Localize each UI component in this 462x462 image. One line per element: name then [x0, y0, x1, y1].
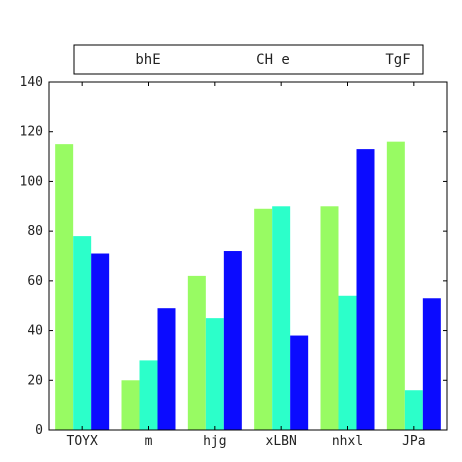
- x-axis: TOYX m hjg xLBN nhxl JPa: [67, 82, 426, 449]
- x-tick-label: hjg: [203, 434, 226, 449]
- x-tick-label: m: [145, 434, 153, 449]
- bar-TgF-TOYX: [91, 253, 110, 430]
- bar-CH-e-hjg: [205, 318, 224, 430]
- y-tick-label: 140: [20, 75, 43, 90]
- legend-box: [73, 44, 424, 75]
- x-tick-label: nhxl: [332, 434, 363, 449]
- bar-TgF-xLBN: [290, 335, 309, 430]
- legend-label-bhE: bhE: [135, 52, 160, 68]
- x-tick-label: TOYX: [67, 434, 98, 449]
- bar-TgF-m: [157, 308, 176, 430]
- y-tick-label: 100: [20, 174, 43, 189]
- legend: bhE CH e TgF: [73, 44, 424, 75]
- y-axis: 0 20 40 60 80 100 120 140: [20, 75, 447, 438]
- bar-TgF-hjg: [223, 251, 242, 430]
- legend-label-CH-e: CH e: [256, 52, 290, 68]
- bar-TgF-nhxl: [356, 149, 375, 430]
- y-tick-label: 20: [27, 373, 43, 388]
- x-tick-label: xLBN: [266, 434, 297, 449]
- bar-CH-e-m: [139, 360, 158, 430]
- y-tick-label: 40: [27, 324, 43, 339]
- bar-CH-e-TOYX: [73, 236, 92, 430]
- bar-bhE-xLBN: [254, 208, 273, 430]
- y-tick-label: 80: [27, 224, 43, 239]
- bar-TgF-JPa: [422, 298, 441, 430]
- y-tick-label: 0: [35, 423, 43, 438]
- y-tick-label: 60: [27, 274, 43, 289]
- x-tick-label: JPa: [402, 434, 425, 449]
- bar-bhE-hjg: [187, 275, 206, 430]
- plot-frame: [48, 81, 448, 431]
- bar-bhE-JPa: [386, 141, 405, 430]
- bars-group: [55, 141, 441, 430]
- bar-bhE-TOYX: [55, 144, 74, 430]
- bar-bhE-m: [121, 380, 140, 430]
- bar-CH-e-xLBN: [272, 206, 291, 430]
- bar-CH-e-JPa: [404, 390, 423, 430]
- legend-label-TgF: TgF: [385, 52, 410, 68]
- bar-CH-e-nhxl: [338, 295, 357, 430]
- bar-bhE-nhxl: [320, 206, 339, 430]
- y-tick-label: 120: [20, 125, 43, 140]
